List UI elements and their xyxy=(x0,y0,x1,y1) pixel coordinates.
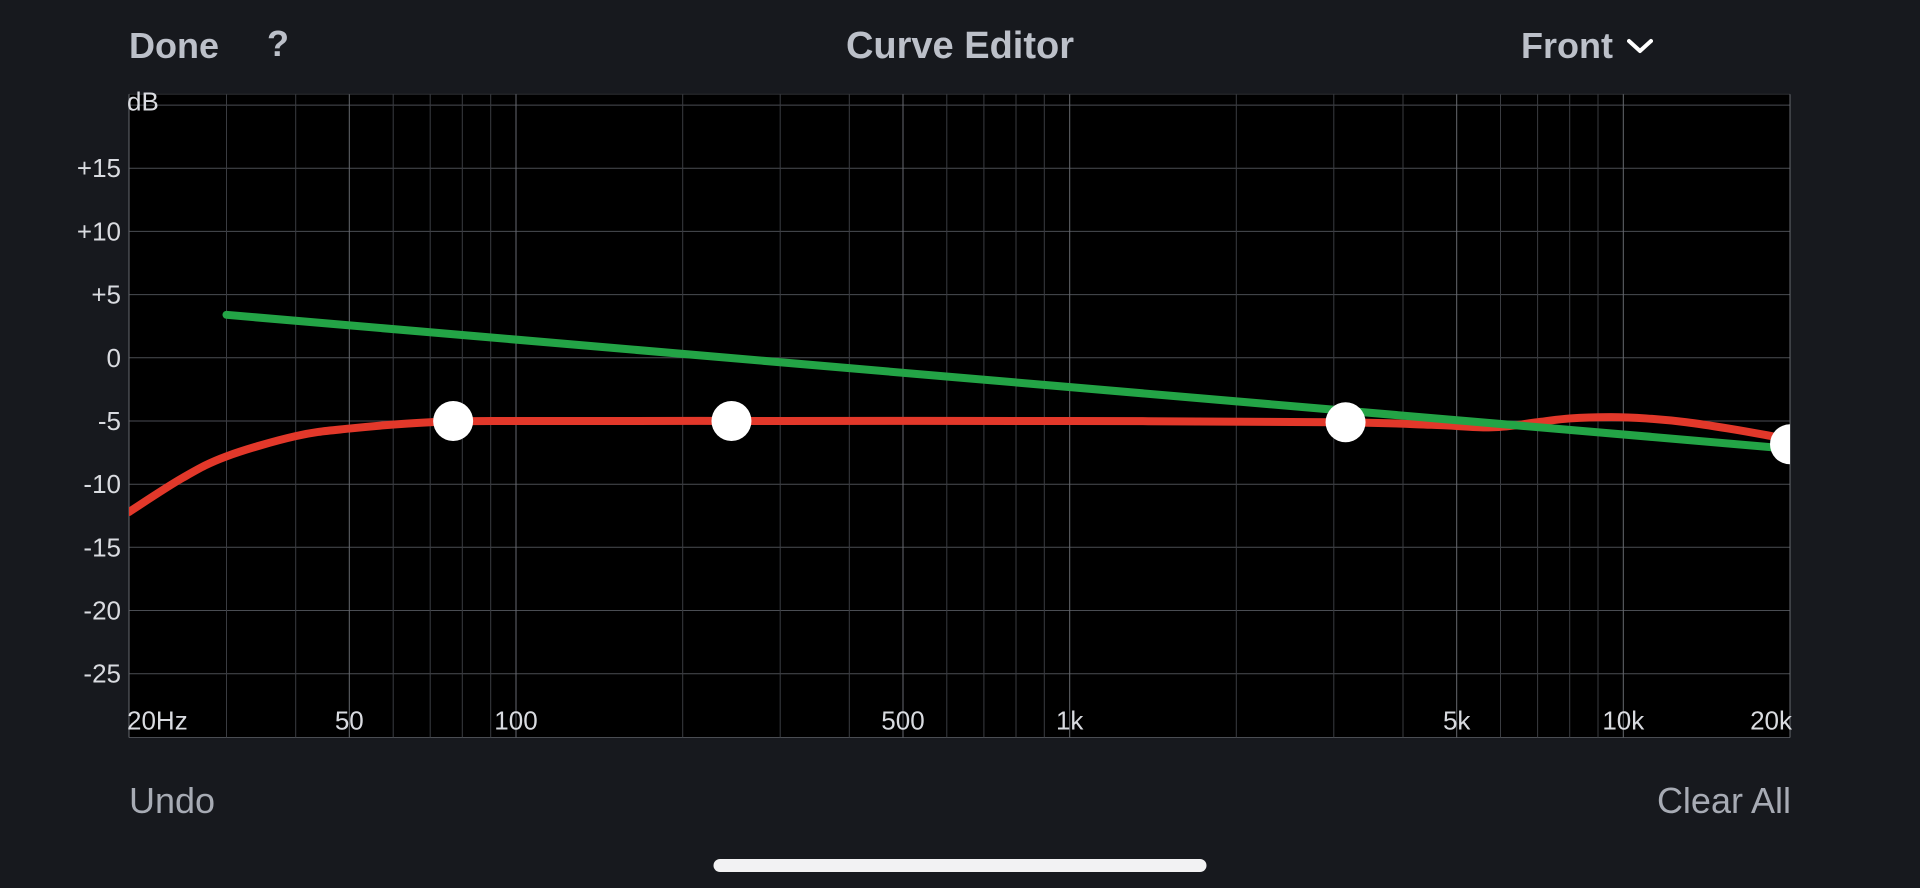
svg-text:20Hz: 20Hz xyxy=(127,706,188,736)
svg-text:0: 0 xyxy=(107,343,121,373)
svg-text:20k: 20k xyxy=(1750,706,1793,736)
svg-text:-15: -15 xyxy=(83,532,121,562)
svg-text:10k: 10k xyxy=(1602,706,1645,736)
svg-text:+15: +15 xyxy=(77,153,121,183)
svg-text:5k: 5k xyxy=(1443,706,1471,736)
svg-text:-10: -10 xyxy=(83,469,121,499)
svg-text:1k: 1k xyxy=(1056,706,1084,736)
svg-text:100: 100 xyxy=(494,706,537,736)
svg-text:+5: +5 xyxy=(91,280,121,310)
svg-text:-25: -25 xyxy=(83,659,121,689)
svg-text:-5: -5 xyxy=(98,406,121,436)
svg-text:500: 500 xyxy=(881,706,924,736)
svg-text:+10: +10 xyxy=(77,216,121,246)
svg-text:50: 50 xyxy=(335,706,364,736)
svg-text:-20: -20 xyxy=(83,596,121,626)
svg-text:dB: dB xyxy=(127,86,159,116)
